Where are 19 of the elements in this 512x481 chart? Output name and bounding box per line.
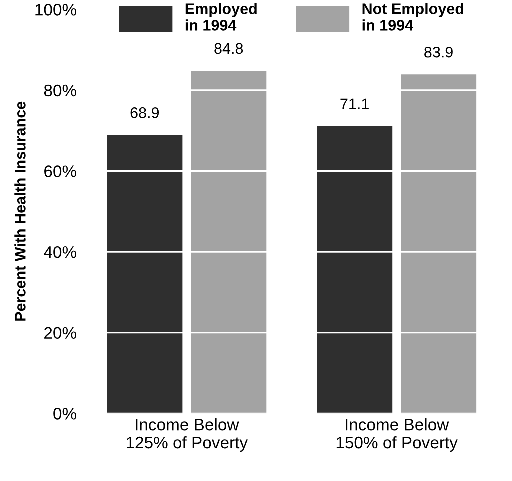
- x-tick-label: Income Below 125% of Poverty: [127, 418, 248, 452]
- y-tick-label: 60%: [44, 166, 76, 178]
- legend-label: Employed in 1994: [186, 3, 257, 31]
- y-tick-label: 20%: [44, 327, 76, 340]
- data-label: 83.9: [424, 46, 453, 58]
- y-tick-label: 100%: [36, 4, 76, 16]
- bar: [401, 74, 477, 414]
- bar: [191, 71, 267, 414]
- y-axis-title: Percent With Health Insurance: [14, 102, 26, 321]
- y-tick-label: 40%: [44, 246, 76, 258]
- y-tick-label: 80%: [44, 84, 76, 97]
- data-label: 68.9: [130, 108, 160, 118]
- data-label: 71.1: [340, 98, 369, 110]
- legend-label: Not Employed in 1994: [362, 3, 464, 31]
- data-label: 84.8: [214, 43, 244, 54]
- y-tick-label: 0%: [54, 408, 76, 420]
- bar: [317, 126, 393, 414]
- bar: [107, 135, 183, 414]
- x-tick-label: Income Below 150% of Poverty: [336, 418, 458, 452]
